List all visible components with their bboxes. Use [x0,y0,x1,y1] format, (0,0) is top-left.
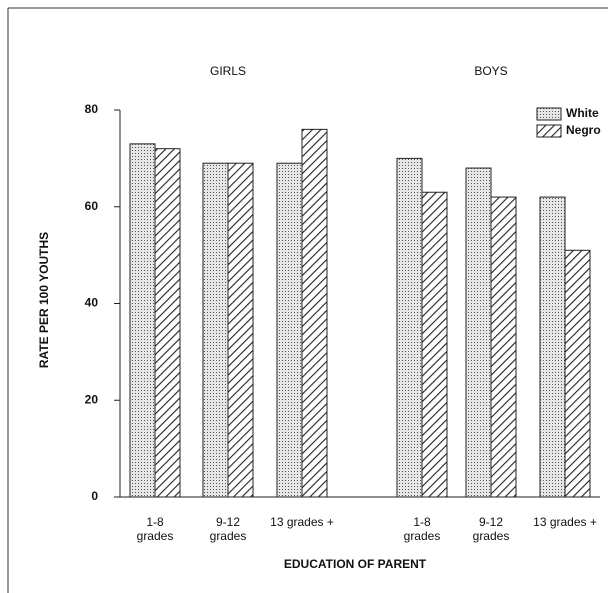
bar [129,143,156,498]
bar [202,162,229,498]
x-tick-label: grades [137,529,174,543]
bar [465,167,492,498]
x-tick-label: 1-8 [413,515,431,529]
bar [421,191,448,498]
x-axis-label: EDUCATION OF PARENT [284,557,427,571]
legend-label: White [566,106,599,120]
bar [276,162,303,498]
x-tick-label: 9-12 [216,515,240,529]
bar [539,196,566,498]
x-tick-label: 9-12 [479,515,503,529]
x-tick-label: 13 grades + [533,515,597,529]
y-tick-label: 20 [85,392,99,406]
y-tick-label: 40 [85,296,99,310]
legend-swatch [536,107,562,121]
y-tick-label: 60 [85,199,99,213]
x-tick-label: grades [210,529,247,543]
y-tick-label: 80 [85,102,99,116]
bar [396,157,423,498]
x-tick-label: 1-8 [146,515,164,529]
y-tick-label: 0 [91,489,98,503]
legend-label: Negro [566,123,601,137]
x-tick-label: grades [473,529,510,543]
group-title: BOYS [474,64,507,78]
x-tick-label: grades [404,529,441,543]
legend-swatch [536,124,562,138]
x-tick-label: 13 grades + [270,515,334,529]
group-title: GIRLS [210,64,246,78]
y-axis-label: RATE PER 100 YOUTHS [37,232,51,368]
bar [301,128,328,498]
bar [564,249,591,498]
bar [490,196,517,498]
bar [154,148,181,498]
bar [227,162,254,498]
